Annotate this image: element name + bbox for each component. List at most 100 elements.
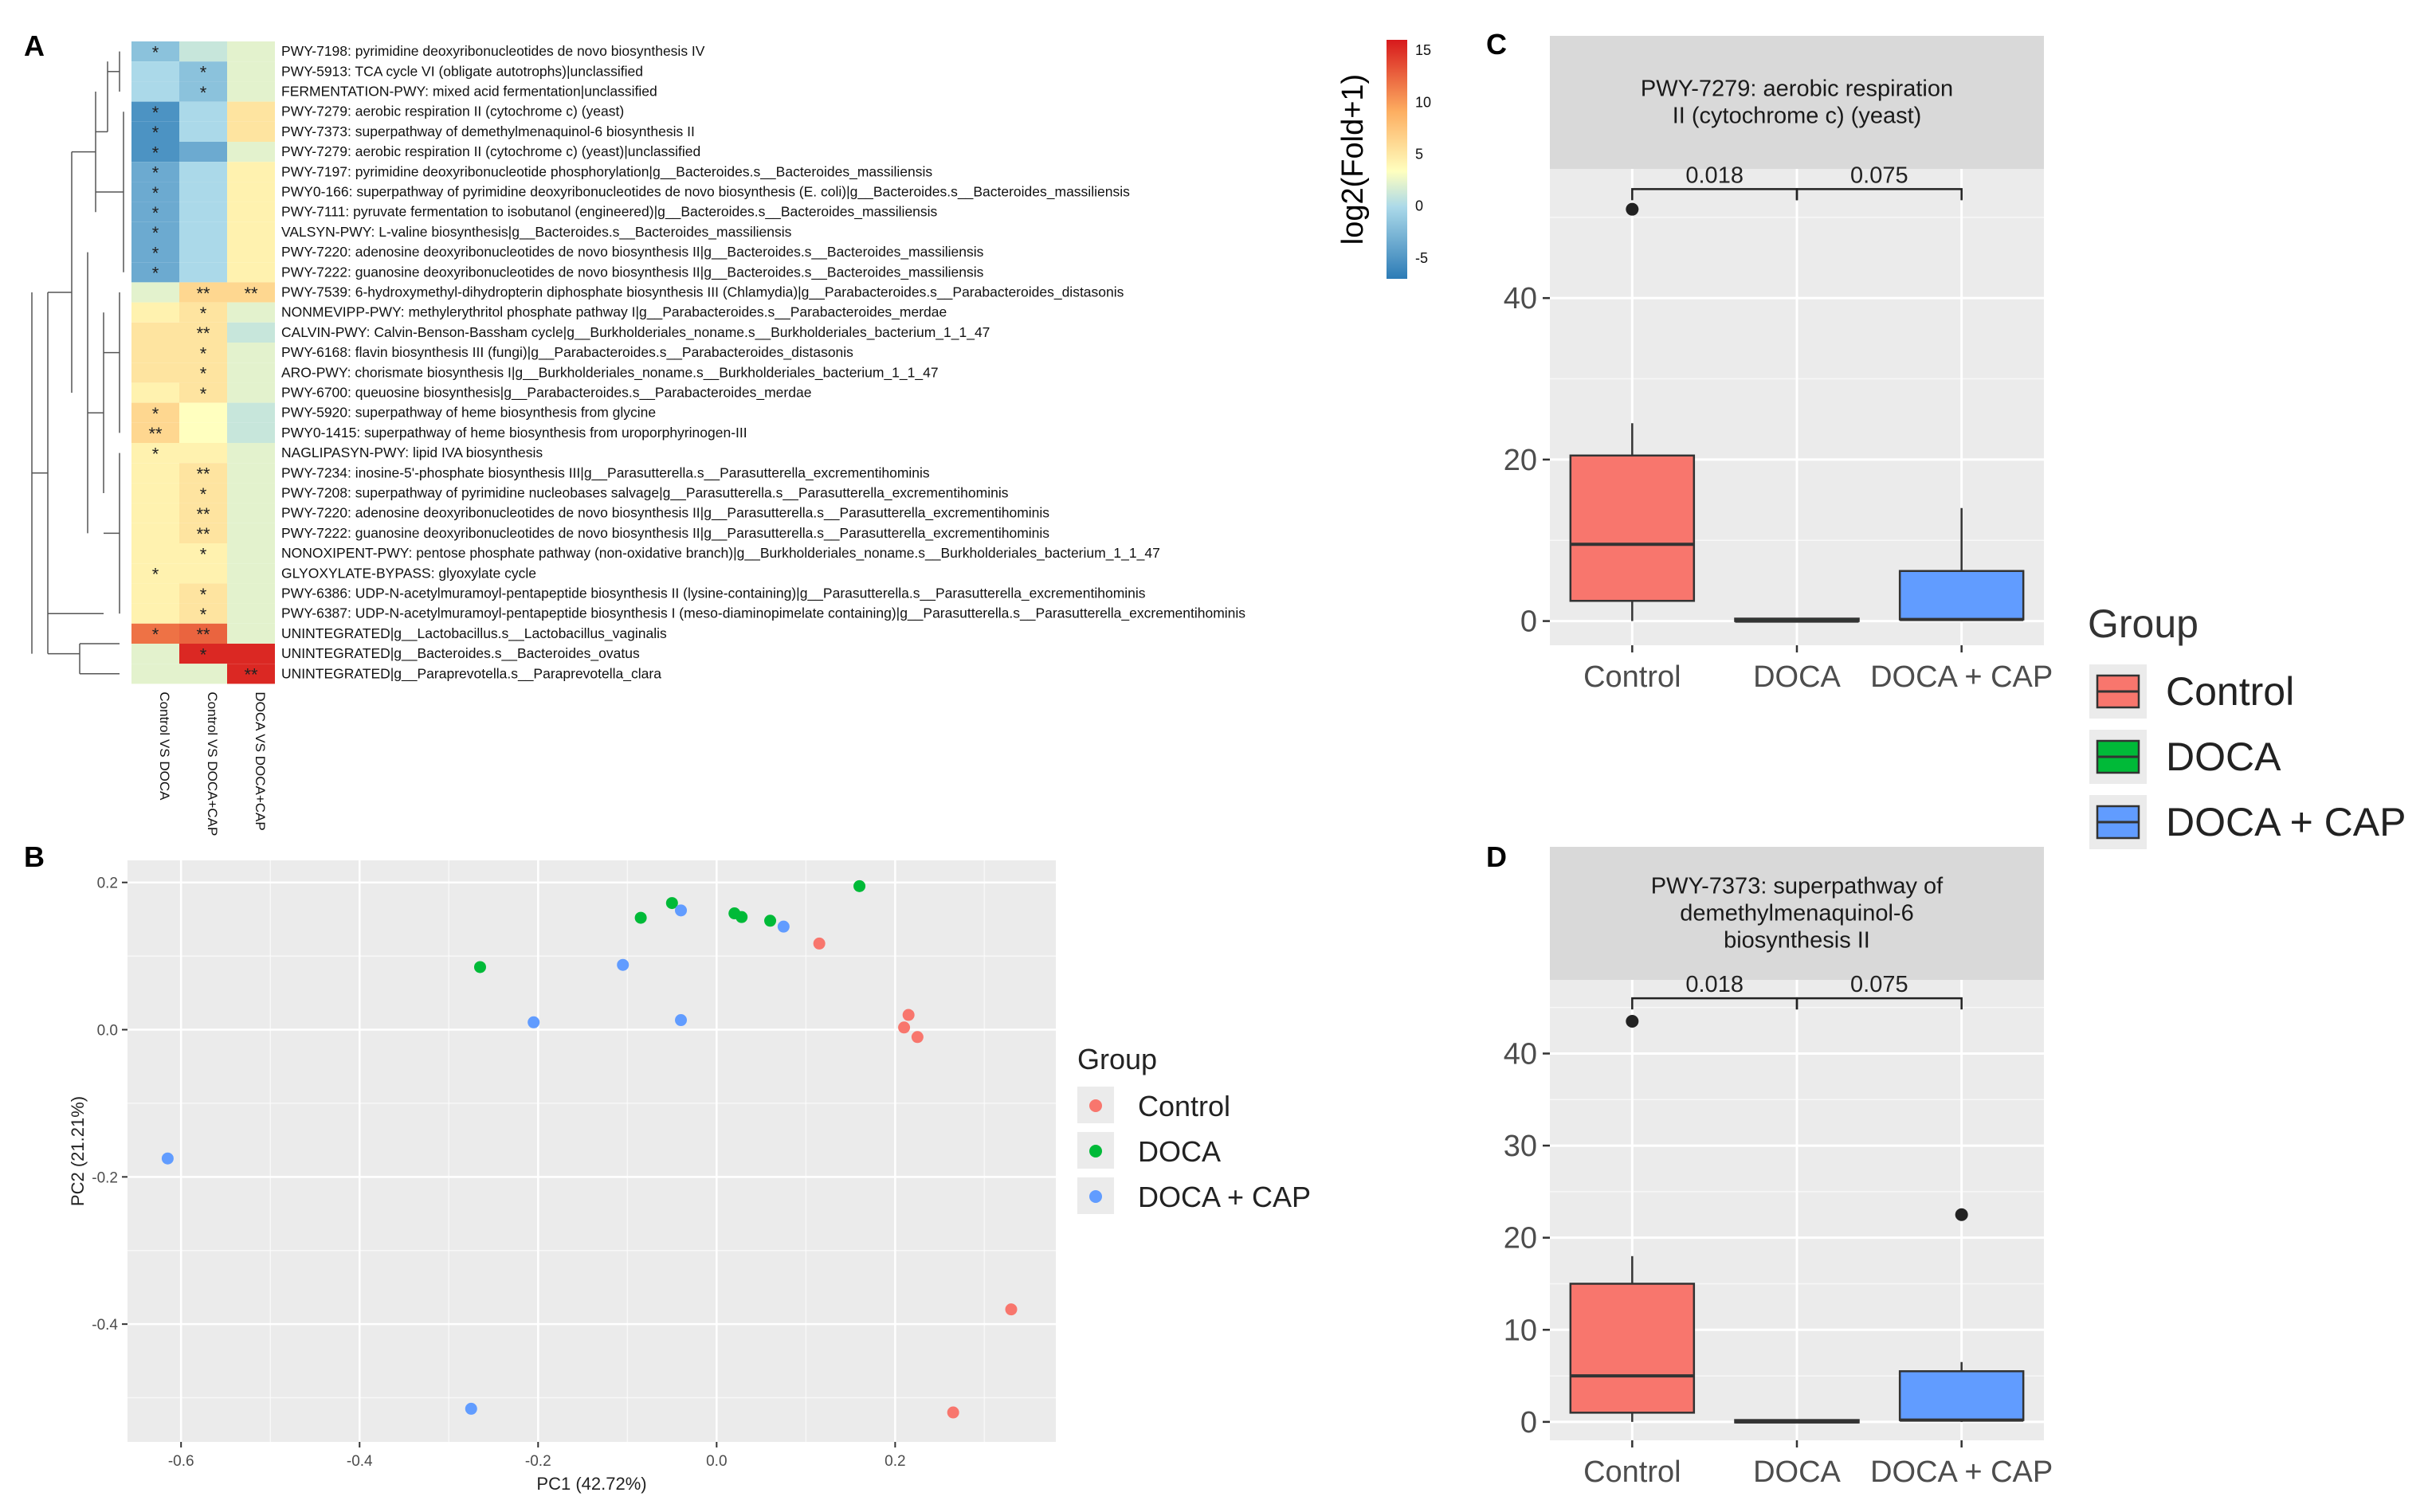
heatmap-cell [227, 644, 275, 664]
heatmap-cell [179, 422, 227, 443]
heatmap-cell [131, 202, 179, 222]
heatmap-significance-mark: * [152, 264, 159, 284]
heatmap-column-label: Control VS DOCA [157, 691, 172, 801]
heatmap-cell [227, 563, 275, 584]
comparison-p-value: 0.075 [1850, 972, 1908, 997]
heatmap-cell [179, 343, 227, 363]
heatmap-significance-mark: * [200, 644, 207, 664]
heatmap-cell [179, 202, 227, 222]
heatmap-cell [131, 362, 179, 383]
boxplot-x-tick-label: DOCA + CAP [1870, 1455, 2053, 1489]
heatmap-cell [179, 543, 227, 564]
heatmap-significance-mark: * [200, 63, 207, 83]
group-legend-label: Control [2166, 669, 2294, 714]
heatmap-cell [179, 523, 227, 543]
heatmap-row-label: UNINTEGRATED|g__Paraprevotella.s__Parapr… [281, 665, 661, 682]
pca-y-tick-label: 0.0 [97, 1023, 118, 1040]
pca-point [947, 1406, 959, 1419]
heatmap-cell [227, 382, 275, 403]
heatmap-cell [227, 623, 275, 644]
heatmap-cell [227, 81, 275, 102]
pca-point [634, 911, 647, 924]
heatmap-significance-marks: ************** ************************ **… [148, 42, 258, 684]
heatmap-cell [227, 503, 275, 523]
pca-x-tick-label: -0.6 [168, 1453, 194, 1470]
heatmap-cell [131, 101, 179, 122]
heatmap-cell [131, 343, 179, 363]
boxplot-box [1898, 1370, 2025, 1421]
heatmap-cell [179, 623, 227, 644]
pca-x-tick-label: 0.2 [885, 1453, 905, 1470]
boxplot-x-tick-label: DOCA + CAP [1870, 660, 2053, 694]
heatmap-legend-colorbar [1387, 40, 1407, 279]
heatmap-significance-mark: * [152, 565, 159, 585]
heatmap-cell [131, 422, 179, 443]
heatmap-cell [179, 362, 227, 383]
heatmap-row-label: FERMENTATION-PWY: mixed acid fermentatio… [281, 84, 657, 100]
heatmap-significance-mark: * [200, 83, 207, 103]
heatmap-cell [131, 142, 179, 163]
pca-x-tick-label: -0.4 [347, 1453, 373, 1470]
heatmap-cell [131, 623, 179, 644]
heatmap-cell [131, 402, 179, 423]
heatmap-significance-mark: * [200, 544, 207, 564]
heatmap-cell [227, 221, 275, 242]
heatmap-cell [179, 242, 227, 263]
heatmap-significance-mark: * [200, 585, 207, 605]
heatmap-row-label: CALVIN-PWY: Calvin-Benson-Bassham cycle|… [281, 324, 990, 341]
heatmap-cell [227, 402, 275, 423]
heatmap-dendrogram [31, 51, 124, 675]
heatmap-cell [131, 664, 179, 684]
heatmap-legend-tick-label: 10 [1415, 94, 1431, 110]
facet-strip-title: demethylmenaquinol-6 [1680, 901, 1913, 926]
heatmap-row-label: NONOXIPENT-PWY: pentose phosphate pathwa… [281, 545, 1160, 562]
pca-y-tick-label: -0.4 [92, 1317, 118, 1334]
heatmap-cell [227, 422, 275, 443]
group-legend-label: DOCA + CAP [2166, 800, 2406, 844]
heatmap-cell [179, 603, 227, 624]
heatmap-cell [227, 343, 275, 363]
pca-legend-label: Control [1138, 1090, 1230, 1122]
heatmap-cell [179, 302, 227, 323]
heatmap-row-label: PWY0-166: superpathway of pyrimidine deo… [281, 184, 1130, 201]
heatmap-cell [131, 382, 179, 403]
heatmap-row-label: PWY-7279: aerobic respiration II (cytoch… [281, 104, 624, 119]
heatmap-legend-title: log2(Fold+1) [1336, 74, 1370, 245]
comparison-bracket [1795, 997, 1963, 1010]
panel-label-a: A [24, 29, 45, 62]
heatmap-cell [227, 202, 275, 222]
heatmap-cell [227, 142, 275, 163]
heatmap-cell [131, 41, 179, 62]
heatmap-significance-mark: * [152, 223, 159, 243]
heatmap-row-label: PWY-6386: UDP-N-acetylmuramoyl-pentapept… [281, 586, 1146, 602]
heatmap-row-label: PWY-7222: guanosine deoxyribonucleotides… [281, 264, 984, 280]
pca-legend-title: Group [1077, 1043, 1157, 1075]
heatmap-cell [179, 162, 227, 182]
heatmap-cell [131, 302, 179, 323]
pca-point [898, 1021, 911, 1034]
heatmap-significance-mark: * [200, 364, 207, 384]
heatmap-cell [131, 523, 179, 543]
pca-point [465, 1402, 477, 1415]
heatmap-row-label: PWY-6168: flavin biosynthesis III (fungi… [281, 344, 853, 361]
heatmap-significance-mark: ** [196, 504, 210, 524]
heatmap-cell [131, 563, 179, 584]
boxplot-y-tick-label: 20 [1504, 444, 1537, 477]
heatmap-cell [131, 81, 179, 102]
heatmap-row-label: GLYOXYLATE-BYPASS: glyoxylate cycle [281, 565, 536, 581]
heatmap-cell [179, 583, 227, 604]
panel-label-b: B [24, 840, 45, 873]
pca-point [853, 879, 866, 892]
heatmap-row-label: PWY-7208: superpathway of pyrimidine nuc… [281, 485, 1009, 502]
heatmap-cell [179, 463, 227, 484]
heatmap-cell [179, 664, 227, 684]
heatmap-cell [131, 644, 179, 664]
pca-y-tick-label: 0.2 [97, 875, 118, 892]
heatmap-row-labels: PWY-7198: pyrimidine deoxyribonucleotide… [281, 43, 1245, 682]
heatmap-row-label: PWY-7279: aerobic respiration II (cytoch… [281, 143, 700, 159]
heatmap-cell [179, 644, 227, 664]
pca-point [675, 904, 688, 917]
heatmap-cell [227, 61, 275, 82]
pca-x-tick-label: 0.0 [706, 1453, 727, 1470]
facet-strip-title: PWY-7279: aerobic respiration [1641, 76, 1953, 102]
